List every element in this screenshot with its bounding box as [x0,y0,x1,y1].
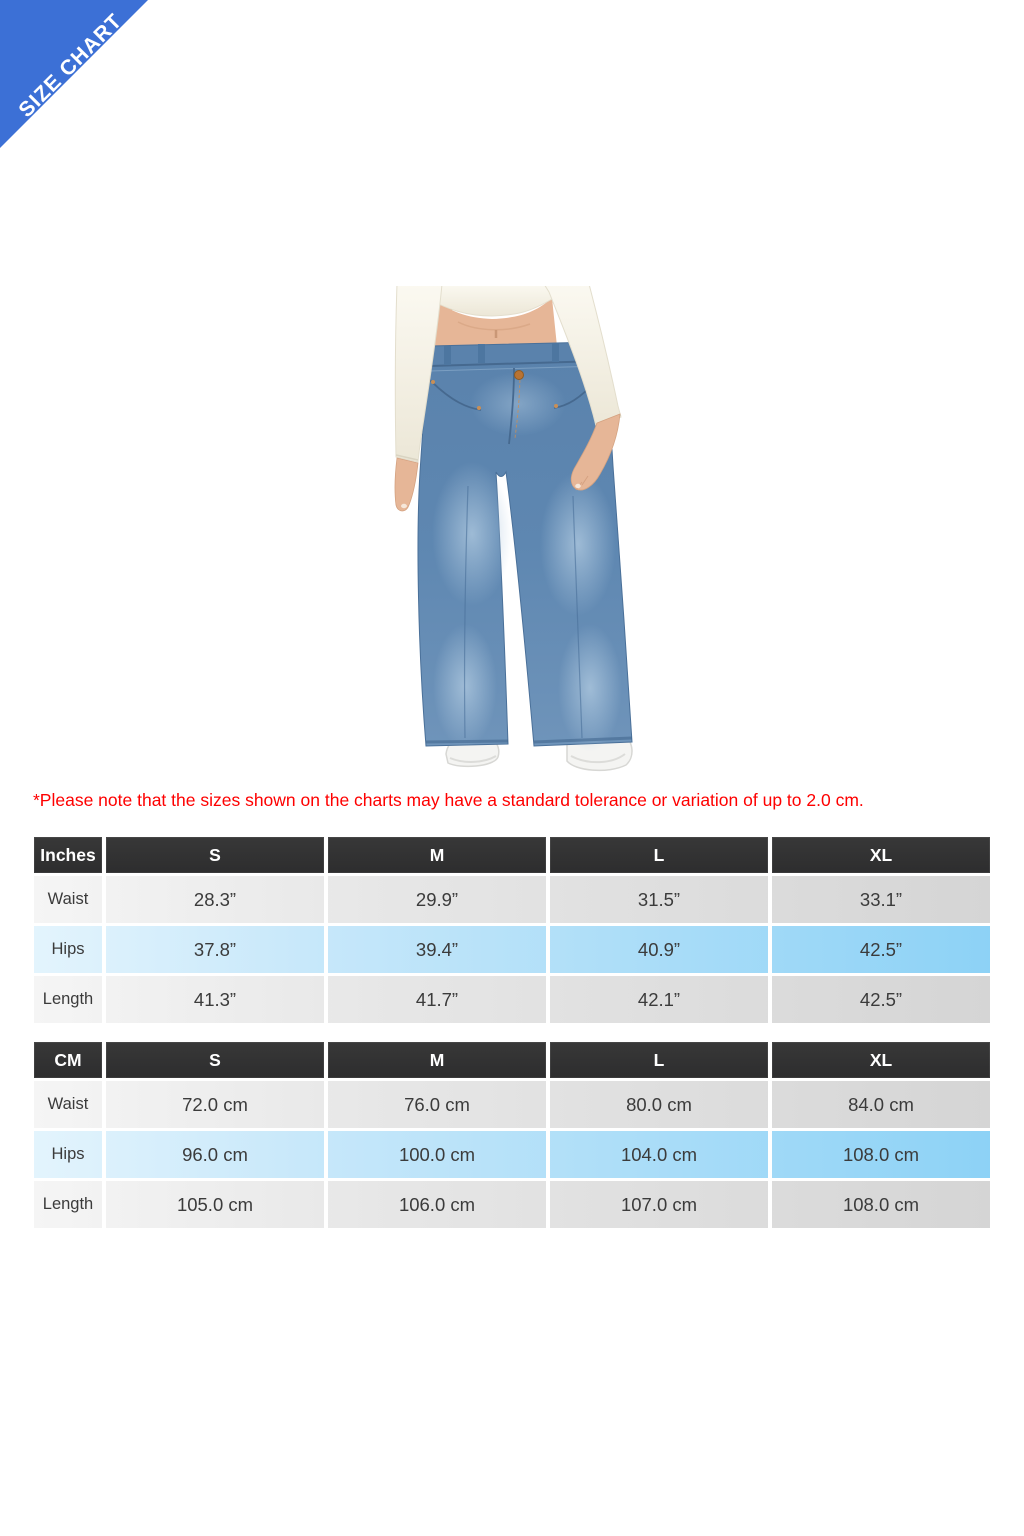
size-value-cell: 33.1” [772,876,990,923]
size-value-cell: 80.0 cm [550,1081,768,1128]
table-header-unit: Inches [34,837,102,873]
midriff [428,296,558,358]
table-header-size-s: S [106,1042,324,1078]
table-header-size-m: M [328,837,546,873]
size-table-inches: Inches S M L XL Waist 28.3” 29.9” 31.5” … [34,837,990,1023]
size-table-cm: CM S M L XL Waist 72.0 cm 76.0 cm 80.0 c… [34,1042,990,1228]
size-value-cell: 104.0 cm [550,1131,768,1178]
size-value-cell: 72.0 cm [106,1081,324,1128]
size-value-cell: 84.0 cm [772,1081,990,1128]
size-value-cell: 39.4” [328,926,546,973]
table-header-size-xl: XL [772,837,990,873]
tolerance-note: *Please note that the sizes shown on the… [33,790,864,810]
size-value-cell: 42.5” [772,926,990,973]
size-value-cell: 41.7” [328,976,546,1023]
table-header-size-l: L [550,837,768,873]
size-value-cell: 29.9” [328,876,546,923]
right-arm [544,286,622,491]
row-label-waist: Waist [34,876,102,923]
size-value-cell: 42.5” [772,976,990,1023]
size-value-cell: 107.0 cm [550,1181,768,1228]
size-value-cell: 96.0 cm [106,1131,324,1178]
left-arm [394,286,443,512]
size-chart-ribbon-label: SIZE CHART [14,9,127,122]
size-value-cell: 31.5” [550,876,768,923]
row-label-hips: Hips [34,1131,102,1178]
row-label-length: Length [34,976,102,1023]
size-chart-ribbon: SIZE CHART [0,0,148,148]
size-value-cell: 100.0 cm [328,1131,546,1178]
size-value-cell: 40.9” [550,926,768,973]
product-photo-jeans-model [368,286,658,774]
size-value-cell: 41.3” [106,976,324,1023]
crop-top [425,286,556,317]
jeans [417,341,633,752]
size-value-cell: 42.1” [550,976,768,1023]
size-value-cell: 108.0 cm [772,1131,990,1178]
row-label-length: Length [34,1181,102,1228]
size-value-cell: 28.3” [106,876,324,923]
table-header-size-m: M [328,1042,546,1078]
size-value-cell: 105.0 cm [106,1181,324,1228]
table-header-size-s: S [106,837,324,873]
size-value-cell: 106.0 cm [328,1181,546,1228]
table-header-size-l: L [550,1042,768,1078]
size-value-cell: 76.0 cm [328,1081,546,1128]
size-value-cell: 37.8” [106,926,324,973]
table-header-size-xl: XL [772,1042,990,1078]
size-value-cell: 108.0 cm [772,1181,990,1228]
row-label-hips: Hips [34,926,102,973]
table-header-unit: CM [34,1042,102,1078]
row-label-waist: Waist [34,1081,102,1128]
